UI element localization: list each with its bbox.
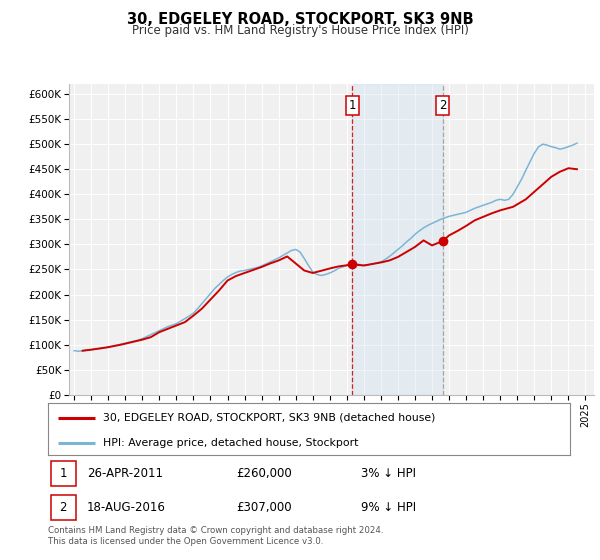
Text: 2: 2 (439, 99, 446, 112)
Text: 3% ↓ HPI: 3% ↓ HPI (361, 467, 416, 480)
Text: 1: 1 (349, 99, 356, 112)
FancyBboxPatch shape (50, 495, 76, 520)
Text: £307,000: £307,000 (236, 501, 292, 514)
Text: £260,000: £260,000 (236, 467, 292, 480)
Text: 1: 1 (59, 467, 67, 480)
Text: Contains HM Land Registry data © Crown copyright and database right 2024.
This d: Contains HM Land Registry data © Crown c… (48, 526, 383, 546)
Text: 30, EDGELEY ROAD, STOCKPORT, SK3 9NB (detached house): 30, EDGELEY ROAD, STOCKPORT, SK3 9NB (de… (103, 413, 435, 423)
Text: 2: 2 (59, 501, 67, 514)
FancyBboxPatch shape (50, 461, 76, 486)
Text: 30, EDGELEY ROAD, STOCKPORT, SK3 9NB: 30, EDGELEY ROAD, STOCKPORT, SK3 9NB (127, 12, 473, 27)
Text: 9% ↓ HPI: 9% ↓ HPI (361, 501, 416, 514)
FancyBboxPatch shape (436, 96, 449, 115)
Text: 18-AUG-2016: 18-AUG-2016 (87, 501, 166, 514)
Bar (352, 84, 443, 395)
Text: 26-APR-2011: 26-APR-2011 (87, 467, 163, 480)
Text: HPI: Average price, detached house, Stockport: HPI: Average price, detached house, Stoc… (103, 438, 358, 449)
FancyBboxPatch shape (346, 96, 359, 115)
Text: Price paid vs. HM Land Registry's House Price Index (HPI): Price paid vs. HM Land Registry's House … (131, 24, 469, 36)
